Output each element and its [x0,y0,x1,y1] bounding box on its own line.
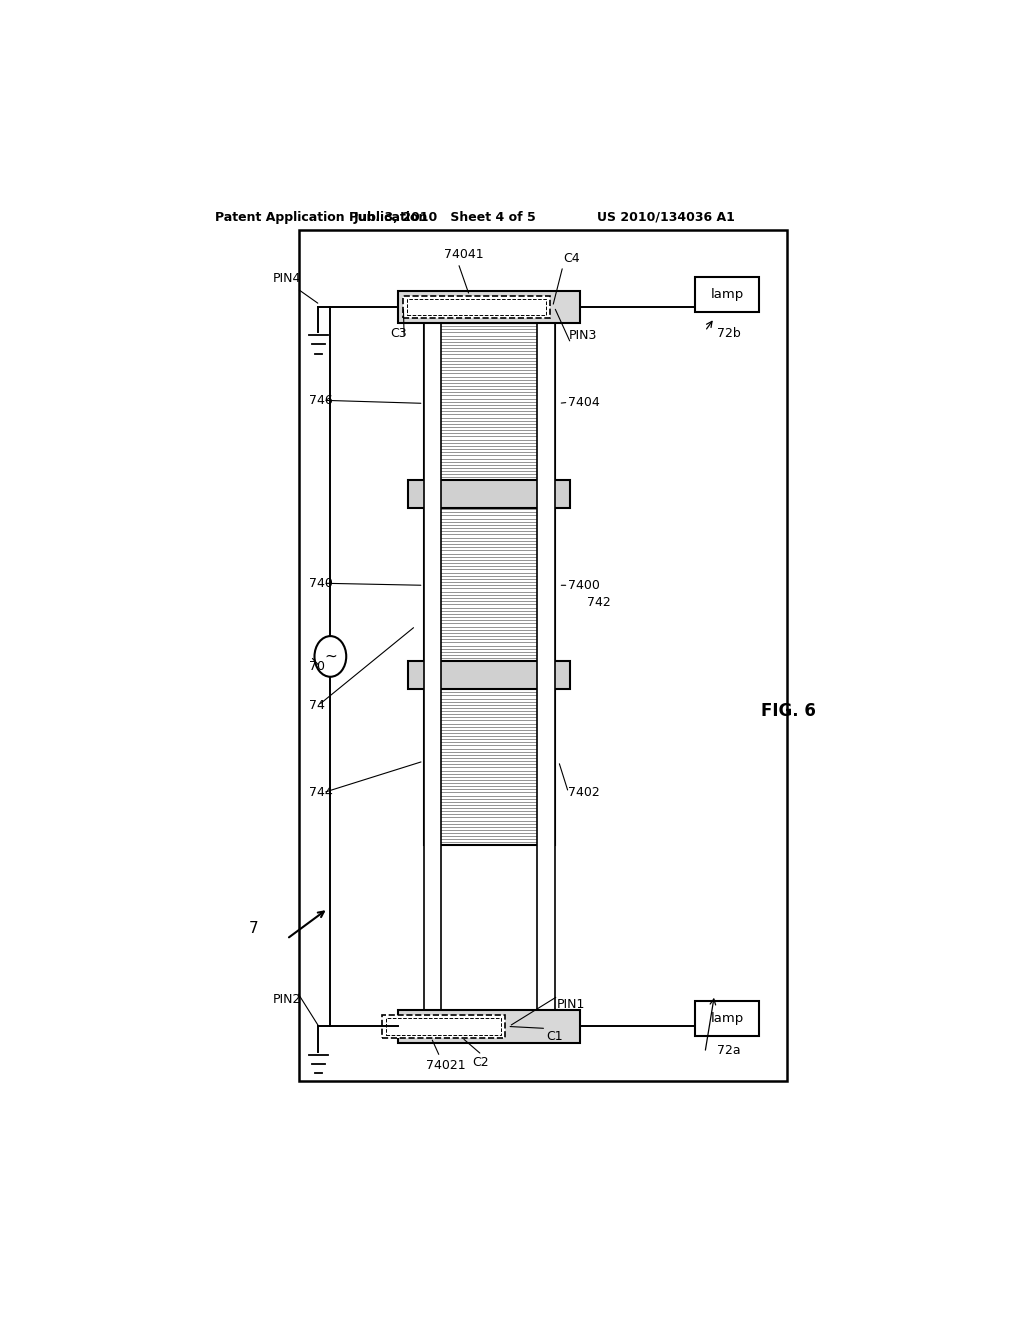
Text: C4: C4 [563,252,580,264]
Bar [408,660,570,689]
Text: PIN4: PIN4 [273,272,302,285]
Text: C3: C3 [390,327,407,339]
Bar [424,506,555,664]
Text: 74021: 74021 [426,1059,465,1072]
Text: FIG. 6: FIG. 6 [761,702,816,721]
Text: 7400: 7400 [568,578,600,591]
Text: C1: C1 [546,1030,563,1043]
Text: PIN2: PIN2 [273,994,302,1006]
Text: lamp: lamp [711,288,743,301]
Text: PIN3: PIN3 [569,329,598,342]
Text: Patent Application Publication: Patent Application Publication [215,211,428,224]
Bar [424,323,555,483]
Text: 7402: 7402 [568,787,600,799]
Text: 70: 70 [309,660,325,673]
Bar [397,1010,581,1043]
Bar [386,1018,501,1035]
Text: US 2010/134036 A1: US 2010/134036 A1 [597,211,735,224]
Bar [382,1015,505,1038]
Text: ~: ~ [324,649,337,664]
Bar [695,1001,759,1036]
Text: 72a: 72a [717,1044,740,1057]
Bar [403,296,550,318]
Text: 746: 746 [309,393,333,407]
Text: 72b: 72b [717,327,740,339]
Text: C2: C2 [472,1056,489,1069]
Bar [695,277,759,312]
Text: 7: 7 [249,921,258,936]
Bar [408,479,570,508]
Bar [397,290,581,323]
Text: 7404: 7404 [568,396,600,409]
Text: 744: 744 [309,787,333,799]
Bar [538,323,555,1010]
Bar [299,230,786,1081]
Text: 74041: 74041 [443,248,483,261]
Text: 742: 742 [587,597,610,609]
Text: Jun. 3, 2010   Sheet 4 of 5: Jun. 3, 2010 Sheet 4 of 5 [354,211,537,224]
Text: 740: 740 [309,577,333,590]
Bar [424,677,555,846]
Bar [424,323,441,1010]
Text: lamp: lamp [711,1011,743,1024]
Bar [408,298,546,315]
Text: PIN1: PIN1 [557,998,585,1011]
Text: 74: 74 [309,698,325,711]
